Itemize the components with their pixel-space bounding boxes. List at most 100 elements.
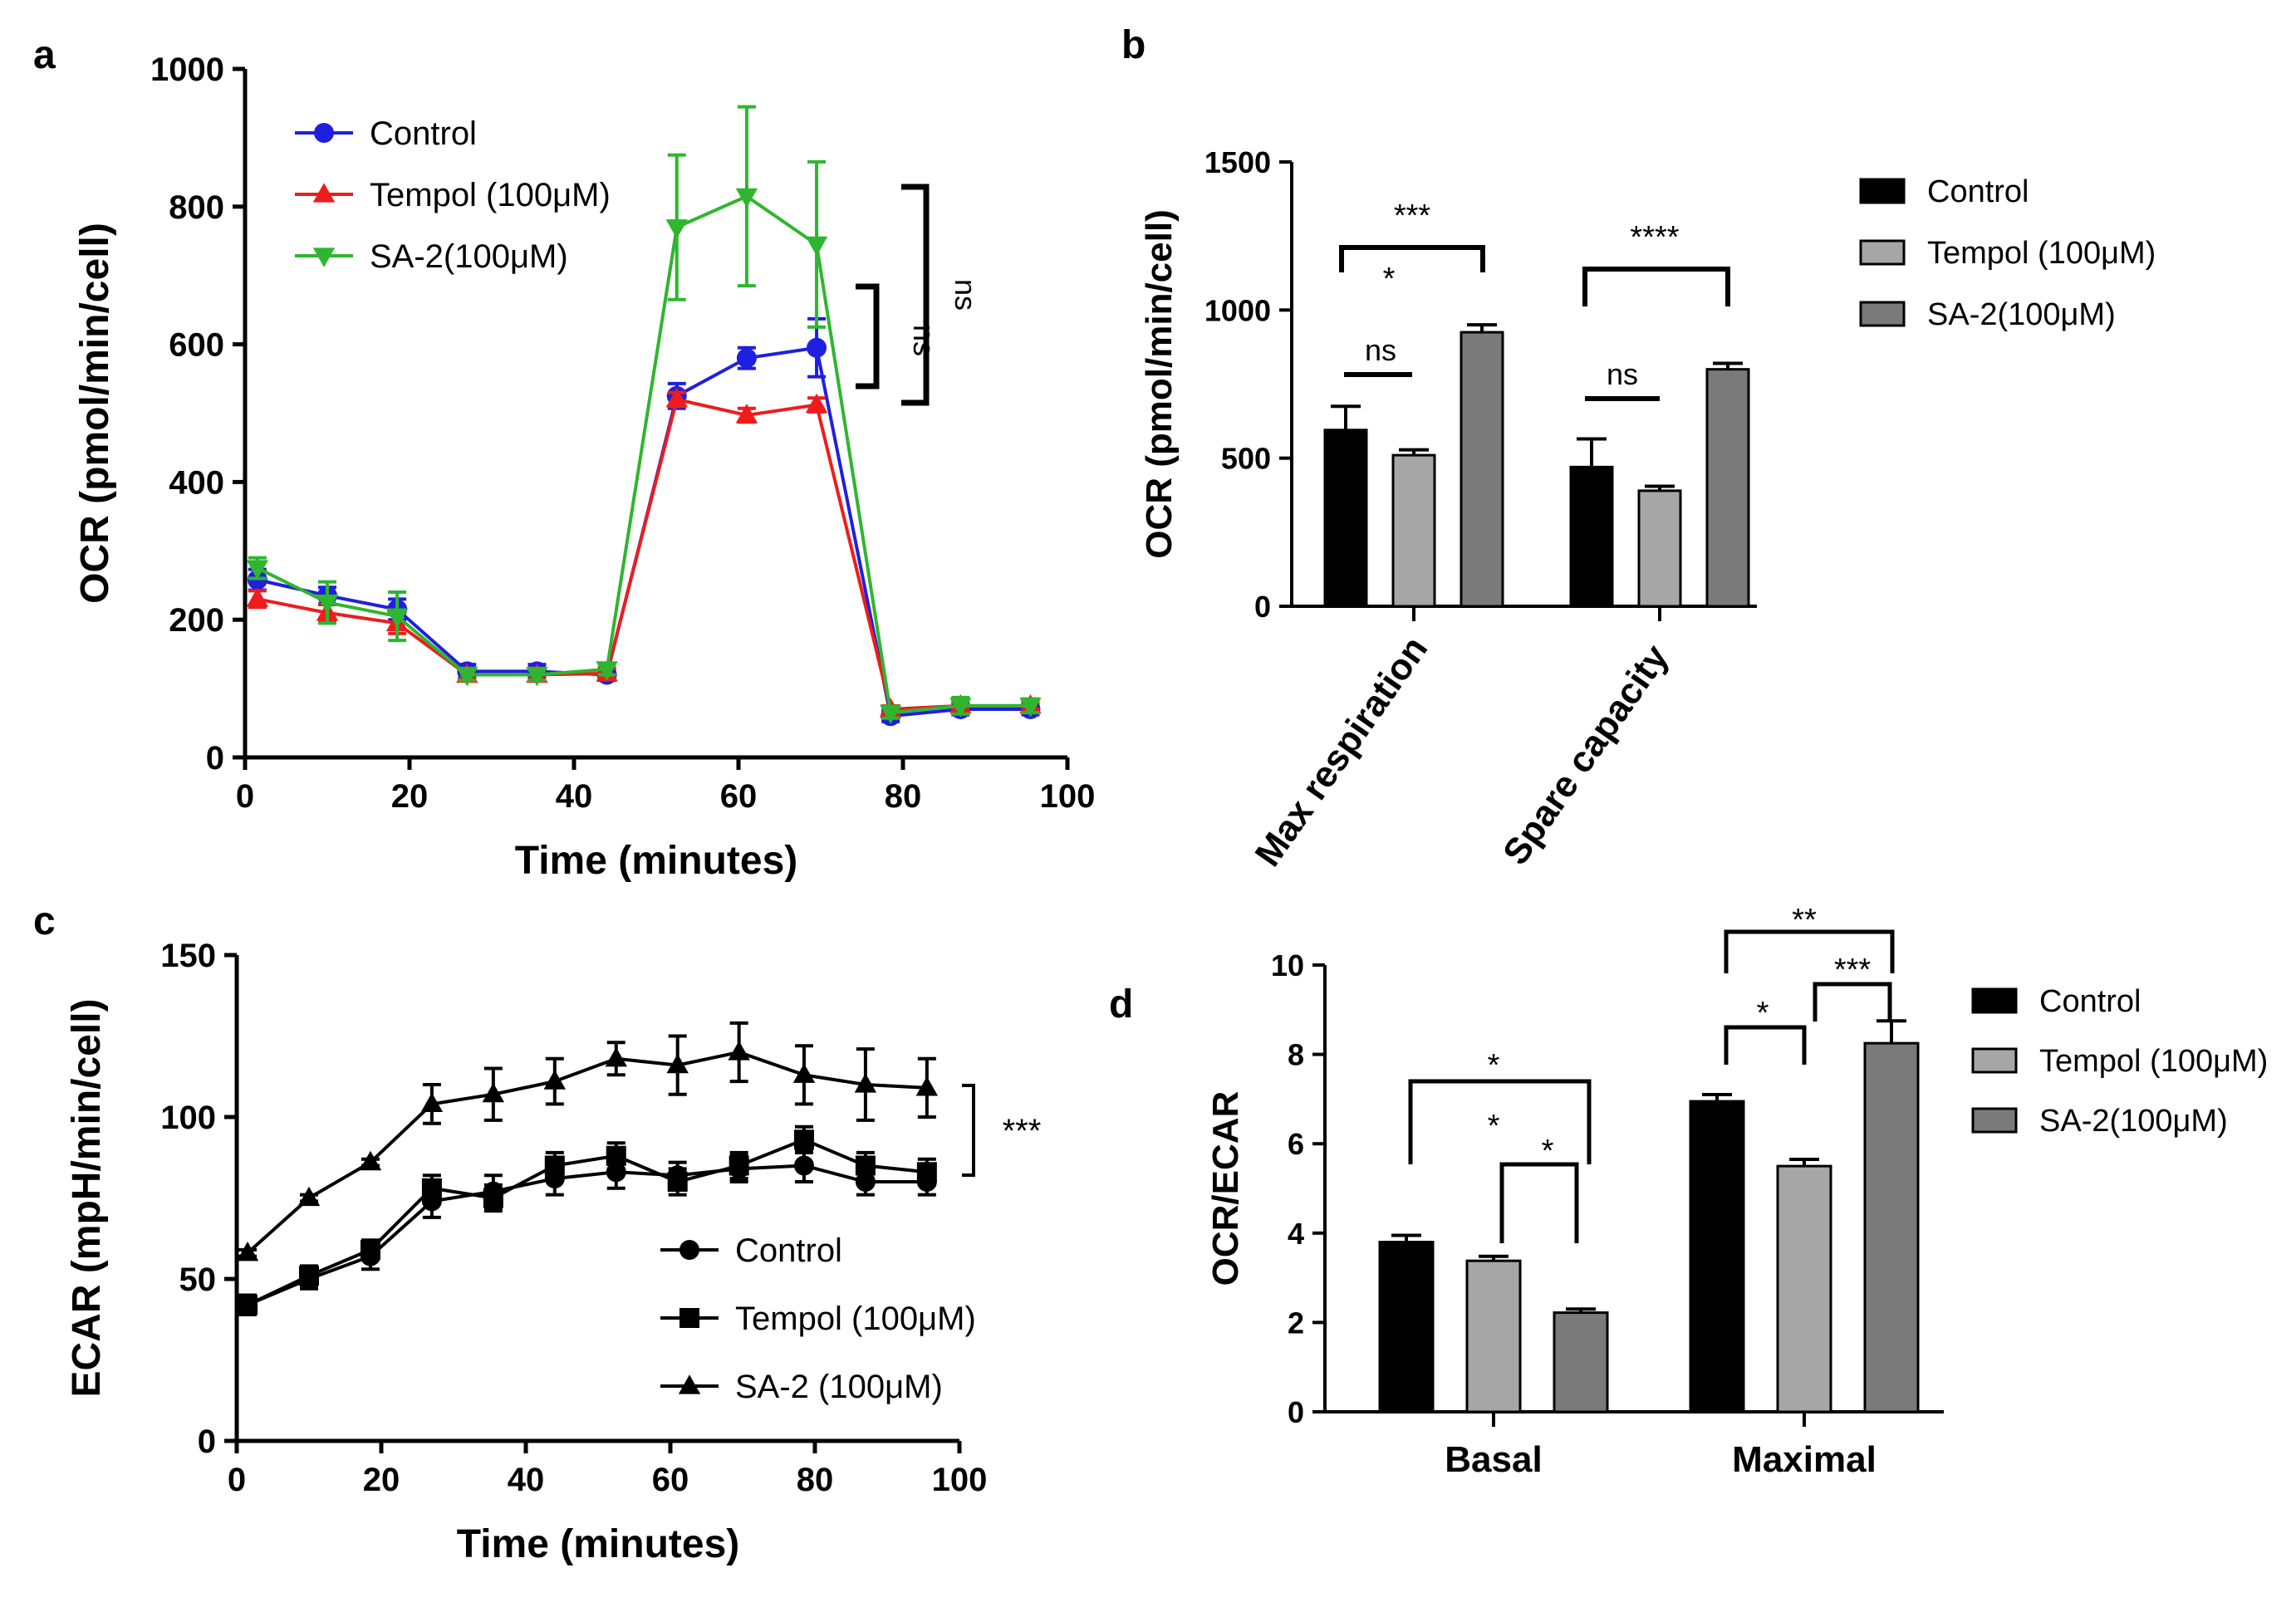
y-tick-label: 150	[160, 938, 216, 974]
x-tick-label: 80	[885, 778, 922, 815]
significance-label: *	[1488, 1109, 1500, 1144]
y-tick-label: 0	[198, 1423, 216, 1460]
series-line	[247, 1138, 928, 1307]
data-point	[667, 1172, 688, 1192]
y-tick-label: 400	[169, 464, 224, 501]
y-tick-label: 8	[1288, 1038, 1304, 1072]
significance-label: ****	[1630, 220, 1679, 255]
data-point	[854, 1073, 877, 1093]
data-point	[793, 1155, 814, 1176]
legend-label: Tempol (100μM)	[370, 177, 611, 213]
category-label: Max respiration	[1248, 630, 1436, 875]
data-point	[299, 1266, 319, 1286]
data-point	[728, 1041, 750, 1061]
x-tick-label: 60	[720, 778, 758, 815]
y-tick-label: 200	[169, 602, 224, 639]
bar	[1776, 1164, 1832, 1413]
data-point	[666, 1053, 689, 1074]
series-line	[247, 1164, 927, 1307]
bar	[1637, 489, 1682, 608]
panel-label-b: b	[1121, 23, 1146, 67]
panel-label-a: a	[33, 33, 56, 77]
data-point	[735, 188, 758, 208]
legend-swatch	[1859, 239, 1906, 266]
data-point	[236, 1242, 259, 1262]
data-point	[729, 1155, 749, 1176]
legend-label: Tempol (100μM)	[2039, 1044, 2268, 1079]
y-axis-title: ECAR (mpH/min/cell)	[65, 998, 109, 1397]
legend-label: Control	[370, 115, 477, 152]
y-tick-label: 2	[1288, 1306, 1304, 1340]
data-point	[420, 1092, 444, 1112]
significance-label: *	[1542, 1134, 1554, 1169]
legend-marker	[312, 183, 336, 203]
legend-label: Control	[2039, 984, 2141, 1019]
series-0: Control	[247, 115, 1041, 727]
series-1: Tempol (100μM)	[246, 177, 1042, 718]
data-point	[543, 1070, 566, 1090]
data-point	[606, 1162, 626, 1183]
x-tick-label: 0	[228, 1462, 246, 1498]
panel-label-c: c	[33, 899, 56, 943]
legend-swatch	[1971, 987, 2018, 1014]
data-point	[665, 219, 688, 239]
data-point	[855, 1155, 876, 1176]
bar	[1465, 1259, 1522, 1413]
data-point	[606, 1145, 626, 1166]
significance-bracket	[856, 283, 880, 390]
panel-c-line-chart: 0 50 100 150 0 20 40 60 80 100 Time (minutes) ECAR …	[65, 938, 1041, 1566]
data-point	[736, 348, 757, 369]
legend-label: Tempol (100μM)	[1927, 236, 2156, 271]
x-tick-label: 40	[556, 778, 593, 815]
legend-swatch	[1859, 301, 1906, 327]
data-point	[359, 1150, 382, 1171]
panel-b-bar-chart: 0 500 1000 1500 OCR (pmol/min/cell) Max respi…	[1139, 145, 2156, 874]
bar	[1553, 1311, 1609, 1413]
legend-label: Tempol (100μM)	[735, 1301, 976, 1337]
bar	[1689, 1100, 1745, 1413]
x-axis-title: Time (minutes)	[515, 839, 798, 883]
data-point	[916, 1162, 937, 1183]
legend-label: Control	[735, 1232, 842, 1269]
y-axis-title: OCR (pmol/min/cell)	[1139, 209, 1180, 558]
x-tick-label: 20	[363, 1462, 400, 1498]
x-tick-label: 0	[236, 778, 254, 815]
data-point	[805, 236, 828, 257]
x-axis-title: Time (minutes)	[457, 1522, 740, 1566]
x-tick-label: 100	[1040, 778, 1096, 815]
bar	[1323, 429, 1368, 608]
data-point	[246, 587, 269, 607]
data-point	[807, 337, 827, 358]
significance-bracket	[1582, 267, 1730, 306]
data-point	[1019, 698, 1042, 718]
significance-label: ns	[1607, 357, 1638, 391]
data-point	[456, 666, 478, 687]
series-0: Control	[238, 1148, 937, 1316]
data-point	[793, 1129, 814, 1150]
y-tick-label: 0	[1288, 1395, 1304, 1429]
legend-label: Control	[1927, 174, 2029, 209]
bar	[1460, 331, 1504, 608]
y-axis-title: OCR (pmol/min/cell)	[73, 223, 117, 604]
y-tick-label: 50	[179, 1262, 217, 1298]
category-label: Basal	[1445, 1439, 1542, 1480]
significance-bracket	[1724, 929, 1895, 973]
y-tick-label: 600	[169, 327, 224, 364]
legend-label: SA-2(100μM)	[2039, 1104, 2228, 1139]
data-point	[792, 1063, 816, 1083]
x-tick-label: 40	[508, 1462, 545, 1498]
bar	[1378, 1241, 1435, 1413]
x-tick-label: 100	[932, 1462, 988, 1498]
y-tick-label: 1000	[150, 51, 224, 88]
data-point	[483, 1188, 503, 1208]
y-tick-label: 1500	[1204, 145, 1271, 179]
series-2: SA-2(100μM)	[246, 105, 1042, 724]
series-1: Tempol (100μM)	[238, 1124, 976, 1337]
significance-label: ***	[1834, 953, 1872, 987]
data-point	[665, 388, 688, 408]
legend-marker	[679, 1308, 699, 1328]
legend-marker	[678, 1374, 701, 1394]
legend-marker	[314, 123, 334, 143]
bar	[1863, 1041, 1920, 1413]
